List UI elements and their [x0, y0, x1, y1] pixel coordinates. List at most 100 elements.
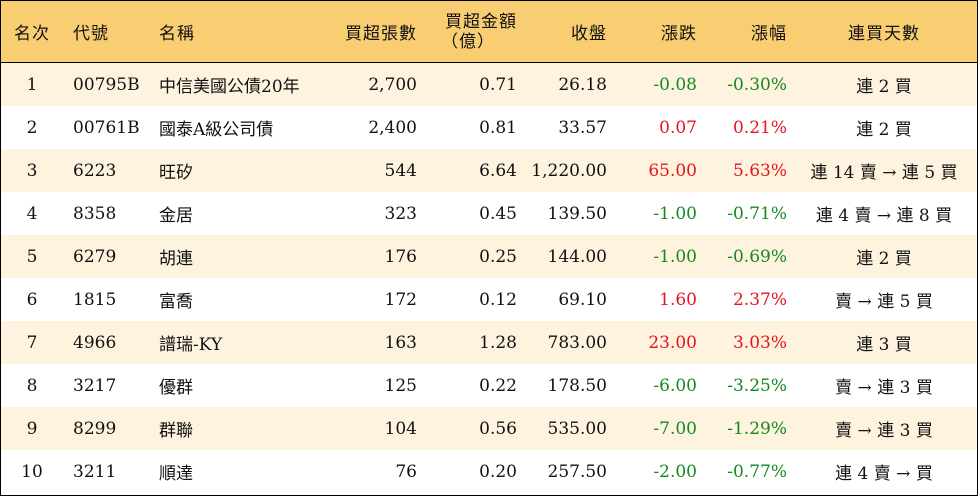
- cell-change-pct: -0.77%: [727, 461, 787, 482]
- cell-code: 1815: [73, 289, 117, 310]
- cell-rank: 1: [26, 74, 38, 95]
- table-row: 10 3211 順達 76 0.20 257.50 -2.00 -0.77% 連 4 賣 → 買: [1, 450, 977, 493]
- header-streak: 連買天數: [848, 24, 920, 44]
- cell-change: -6.00: [653, 375, 697, 396]
- cell-rank: 8: [26, 375, 38, 396]
- cell-name: 富喬: [159, 292, 193, 312]
- cell-net-buy-amount: 0.56: [479, 418, 517, 439]
- cell-name: 金居: [159, 206, 193, 226]
- cell-net-buy-lots: 2,400: [368, 117, 417, 138]
- cell-close: 69.10: [558, 289, 607, 310]
- cell-net-buy-amount: 6.64: [479, 160, 517, 181]
- header-net-buy-amount-unit: （億）: [441, 31, 495, 52]
- cell-net-buy-lots: 323: [384, 203, 417, 224]
- cell-change: -7.00: [653, 418, 697, 439]
- cell-net-buy-lots: 2,700: [368, 74, 417, 95]
- table-row: 2 00761B 國泰A級公司債 2,400 0.81 33.57 0.07 0.21% 連 2…: [1, 106, 977, 149]
- cell-code: 00761B: [73, 117, 140, 138]
- cell-change: 1.60: [659, 289, 697, 310]
- cell-net-buy-lots: 104: [384, 418, 417, 439]
- cell-close: 178.50: [547, 375, 607, 396]
- table-header-row: 名次 代號 名稱 買超張數 買超金額 （億） 收盤 漲跌 漲幅 連買天數: [1, 1, 977, 63]
- cell-change-pct: 0.21%: [732, 117, 787, 138]
- cell-code: 00795B: [73, 74, 140, 95]
- cell-streak: 連 4 賣 → 買: [835, 464, 933, 484]
- cell-rank: 5: [26, 246, 38, 267]
- cell-rank: 9: [26, 418, 38, 439]
- cell-streak: 賣 → 連 5 買: [835, 292, 933, 312]
- cell-name: 國泰A級公司債: [159, 120, 274, 140]
- cell-name: 順達: [159, 464, 193, 484]
- cell-rank: 4: [26, 203, 38, 224]
- cell-change-pct: -3.25%: [727, 375, 787, 396]
- table-row: 7 4966 譜瑞-KY 163 1.28 783.00 23.00 3.03% 連 3 買: [1, 321, 977, 364]
- cell-change: -1.00: [653, 203, 697, 224]
- cell-change-pct: -1.29%: [727, 418, 787, 439]
- cell-name: 優群: [159, 378, 193, 398]
- cell-net-buy-amount: 0.25: [479, 246, 517, 267]
- cell-streak: 連 4 賣 → 連 8 買: [815, 206, 953, 226]
- cell-close: 26.18: [558, 74, 607, 95]
- cell-name: 旺矽: [159, 163, 193, 183]
- cell-code: 4966: [73, 332, 117, 353]
- cell-close: 33.57: [558, 117, 607, 138]
- cell-change: 0.07: [659, 117, 697, 138]
- table-row: 8 3217 優群 125 0.22 178.50 -6.00 -3.25% 賣 → 連 3 買: [1, 364, 977, 407]
- header-close: 收盤: [571, 24, 607, 44]
- cell-change-pct: 5.63%: [732, 160, 787, 181]
- table-row: 6 1815 富喬 172 0.12 69.10 1.60 2.37% 賣 → 連 5 買: [1, 278, 977, 321]
- table-row: 5 6279 胡連 176 0.25 144.00 -1.00 -0.69% 連 2 買: [1, 235, 977, 278]
- cell-close: 535.00: [547, 418, 607, 439]
- cell-close: 783.00: [547, 332, 607, 353]
- cell-change-pct: -0.30%: [727, 74, 787, 95]
- cell-streak: 連 2 買: [856, 120, 912, 140]
- cell-change-pct: 2.37%: [732, 289, 787, 310]
- header-net-buy-lots: 買超張數: [345, 24, 417, 44]
- cell-name: 中信美國公債20年: [159, 77, 300, 97]
- cell-close: 139.50: [547, 203, 607, 224]
- table-row: 9 8299 群聯 104 0.56 535.00 -7.00 -1.29% 賣 → 連 3 買: [1, 407, 977, 450]
- cell-rank: 6: [26, 289, 38, 310]
- cell-change: -2.00: [653, 461, 697, 482]
- cell-close: 257.50: [547, 461, 607, 482]
- header-name: 名稱: [159, 24, 195, 44]
- cell-name: 譜瑞-KY: [159, 335, 223, 355]
- cell-code: 3211: [73, 461, 117, 482]
- cell-streak: 賣 → 連 3 買: [835, 378, 933, 398]
- cell-change-pct: -0.71%: [727, 203, 787, 224]
- table-row: 3 6223 旺矽 544 6.64 1,220.00 65.00 5.63% 連 14 賣 →…: [1, 149, 977, 192]
- header-change: 漲跌: [661, 24, 697, 44]
- cell-net-buy-amount: 0.45: [479, 203, 517, 224]
- header-net-buy-amount: 買超金額 （億）: [421, 1, 521, 62]
- cell-net-buy-lots: 125: [384, 375, 417, 396]
- cell-net-buy-amount: 0.22: [479, 375, 517, 396]
- header-change-pct: 漲幅: [751, 24, 787, 44]
- cell-rank: 3: [26, 160, 38, 181]
- cell-net-buy-amount: 0.12: [479, 289, 517, 310]
- cell-net-buy-amount: 1.28: [479, 332, 517, 353]
- table-row: 4 8358 金居 323 0.45 139.50 -1.00 -0.71% 連 4 賣 → 連…: [1, 192, 977, 235]
- cell-rank: 10: [21, 461, 43, 482]
- cell-net-buy-lots: 544: [384, 160, 417, 181]
- cell-code: 6223: [73, 160, 117, 181]
- cell-net-buy-amount: 0.81: [479, 117, 517, 138]
- table-row: 1 00795B 中信美國公債20年 2,700 0.71 26.18 -0.08 -0.30…: [1, 63, 977, 106]
- header-net-buy-amount-label: 買超金額: [445, 11, 517, 32]
- cell-code: 3217: [73, 375, 117, 396]
- cell-code: 6279: [73, 246, 117, 267]
- cell-change-pct: -0.69%: [727, 246, 787, 267]
- cell-net-buy-lots: 76: [395, 461, 417, 482]
- cell-code: 8358: [73, 203, 117, 224]
- cell-net-buy-amount: 0.71: [479, 74, 517, 95]
- cell-change-pct: 3.03%: [732, 332, 787, 353]
- cell-change: 65.00: [648, 160, 697, 181]
- cell-net-buy-lots: 172: [384, 289, 417, 310]
- cell-net-buy-lots: 163: [384, 332, 417, 353]
- cell-name: 胡連: [159, 249, 193, 269]
- cell-streak: 賣 → 連 3 買: [835, 421, 933, 441]
- cell-close: 144.00: [547, 246, 607, 267]
- cell-change: -0.08: [653, 74, 697, 95]
- cell-close: 1,220.00: [531, 160, 607, 181]
- cell-change: 23.00: [648, 332, 697, 353]
